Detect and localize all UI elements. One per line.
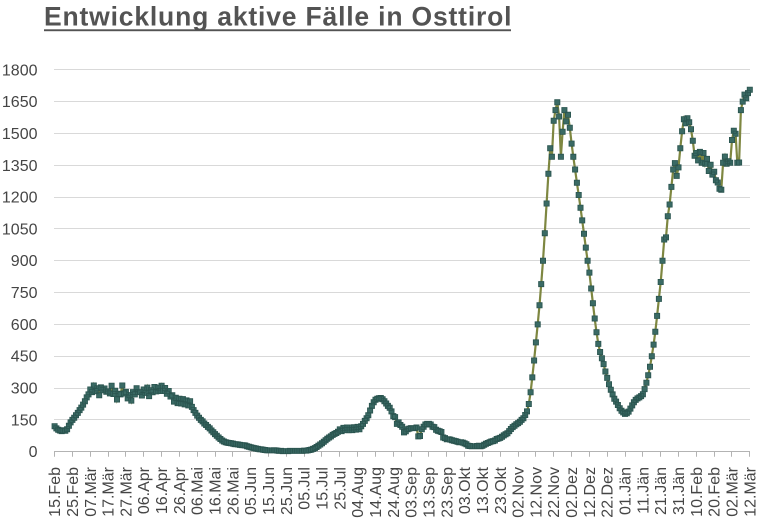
svg-text:03.Sep: 03.Sep (404, 467, 421, 518)
svg-text:26.Mai: 26.Mai (225, 467, 242, 515)
svg-text:06.Apr: 06.Apr (136, 466, 153, 514)
svg-text:1200: 1200 (2, 190, 38, 207)
svg-text:16.Mai: 16.Mai (208, 467, 225, 515)
svg-text:02.Dez: 02.Dez (564, 467, 581, 518)
svg-text:25.Jun: 25.Jun (279, 467, 296, 515)
svg-text:25.Feb: 25.Feb (65, 467, 82, 517)
svg-text:22.Dez: 22.Dez (600, 467, 617, 518)
svg-text:1650: 1650 (2, 94, 38, 111)
svg-text:20.Feb: 20.Feb (707, 467, 724, 517)
svg-text:12.Dez: 12.Dez (582, 467, 599, 518)
svg-text:0: 0 (29, 444, 38, 461)
svg-text:450: 450 (11, 349, 38, 366)
svg-text:12.Mär: 12.Mär (742, 466, 759, 516)
svg-text:15.Jul: 15.Jul (315, 467, 332, 510)
svg-text:22.Nov: 22.Nov (546, 467, 563, 518)
svg-text:1350: 1350 (2, 158, 38, 175)
svg-text:25.Jul: 25.Jul (332, 467, 349, 510)
svg-text:26.Apr: 26.Apr (172, 466, 189, 514)
svg-text:04.Aug: 04.Aug (350, 467, 367, 518)
svg-text:21.Jän: 21.Jän (653, 467, 670, 515)
svg-text:Entwicklung aktive Fälle in Os: Entwicklung aktive Fälle in Osttirol (44, 2, 512, 32)
svg-text:02.Nov: 02.Nov (511, 467, 528, 518)
svg-text:23.Okt: 23.Okt (493, 466, 510, 514)
svg-text:300: 300 (11, 381, 38, 398)
svg-text:17.Mär: 17.Mär (101, 466, 118, 516)
svg-text:24.Aug: 24.Aug (386, 467, 403, 518)
svg-text:31.Jän: 31.Jän (671, 467, 688, 515)
svg-text:12.Nov: 12.Nov (528, 467, 545, 518)
svg-text:01.Jän: 01.Jän (618, 467, 635, 515)
svg-text:13.Sep: 13.Sep (421, 467, 438, 518)
svg-text:16.Apr: 16.Apr (154, 466, 171, 514)
svg-text:1500: 1500 (2, 126, 38, 143)
svg-text:05.Jul: 05.Jul (297, 467, 314, 510)
svg-text:10.Feb: 10.Feb (689, 467, 706, 517)
svg-text:07.Mär: 07.Mär (83, 466, 100, 516)
svg-text:150: 150 (11, 412, 38, 429)
svg-text:15.Feb: 15.Feb (47, 467, 64, 517)
svg-text:1050: 1050 (2, 221, 38, 238)
svg-text:23.Sep: 23.Sep (439, 467, 456, 518)
svg-text:750: 750 (11, 285, 38, 302)
svg-text:900: 900 (11, 253, 38, 270)
svg-text:1800: 1800 (2, 62, 38, 79)
svg-text:05.Jun: 05.Jun (243, 467, 260, 515)
svg-text:15.Jun: 15.Jun (261, 467, 278, 515)
svg-text:02.Mär: 02.Mär (725, 466, 742, 516)
svg-text:13.Okt: 13.Okt (475, 466, 492, 514)
svg-text:03.Okt: 03.Okt (457, 466, 474, 514)
svg-text:06.Mai: 06.Mai (190, 467, 207, 515)
svg-text:600: 600 (11, 317, 38, 334)
svg-text:27.Mär: 27.Mär (118, 466, 135, 516)
svg-text:11.Jän: 11.Jän (635, 467, 652, 514)
svg-text:14.Aug: 14.Aug (368, 467, 385, 518)
